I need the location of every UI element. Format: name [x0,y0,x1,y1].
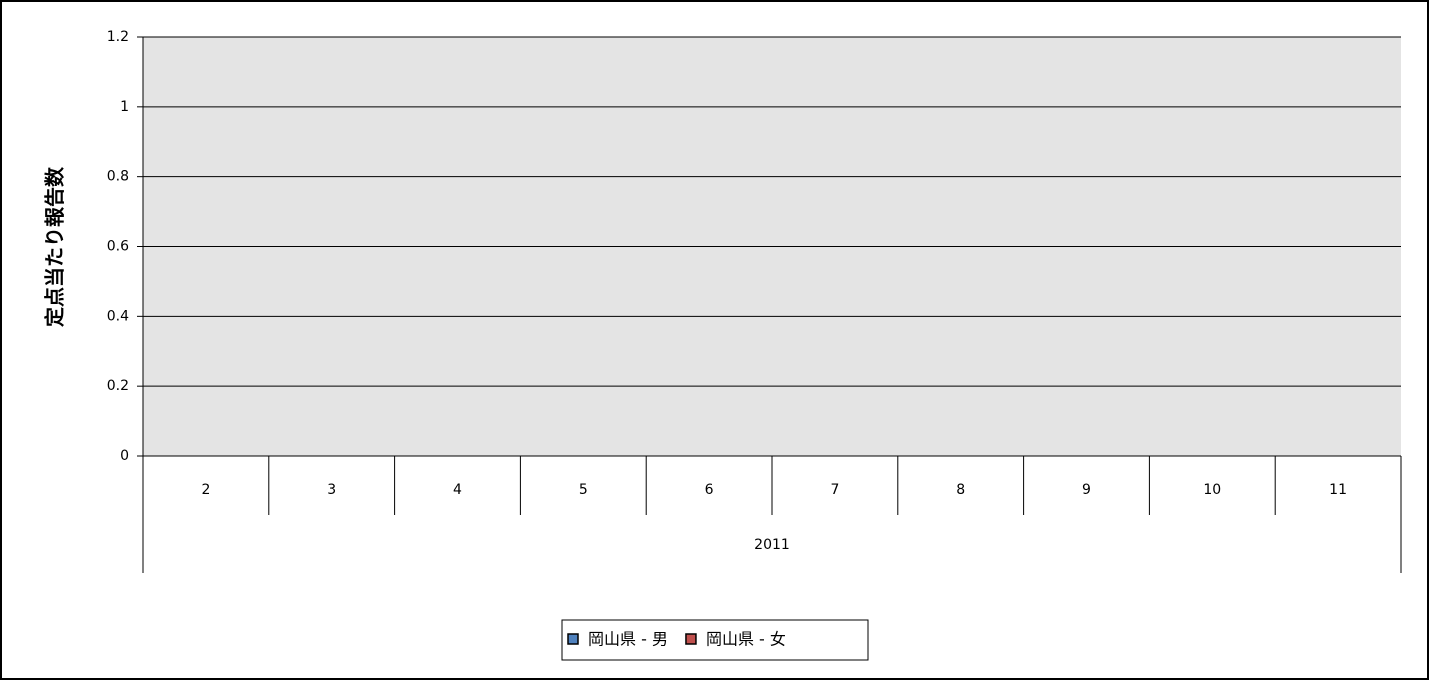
y-axis-label: 定点当たり報告数 [43,166,67,327]
y-tick-label: 1.2 [107,29,129,45]
x-tick-label: 11 [1329,482,1347,498]
y-tick-label: 1 [120,99,129,115]
category-group-label: 2011 [754,537,790,553]
x-tick-label: 8 [956,482,965,498]
y-tick-label: 0.2 [107,378,129,394]
y-tick-label: 0.6 [107,239,129,255]
x-tick-label: 2 [201,482,210,498]
x-tick-label: 7 [830,482,839,498]
x-tick-label: 9 [1082,482,1091,498]
x-tick-label: 3 [327,482,336,498]
legend-swatch [685,633,697,645]
x-tick-label: 6 [705,482,714,498]
x-tick-label: 5 [579,482,588,498]
legend-box [561,619,869,661]
x-tick-label: 10 [1203,482,1221,498]
y-tick-label: 0.4 [107,308,129,324]
legend-swatch [567,633,579,645]
legend-label: 岡山県 - 女 [706,630,786,649]
y-tick-label: 0 [120,448,129,464]
legend-label: 岡山県 - 男 [588,630,668,649]
x-tick-label: 4 [453,482,462,498]
y-tick-label: 0.8 [107,169,129,185]
